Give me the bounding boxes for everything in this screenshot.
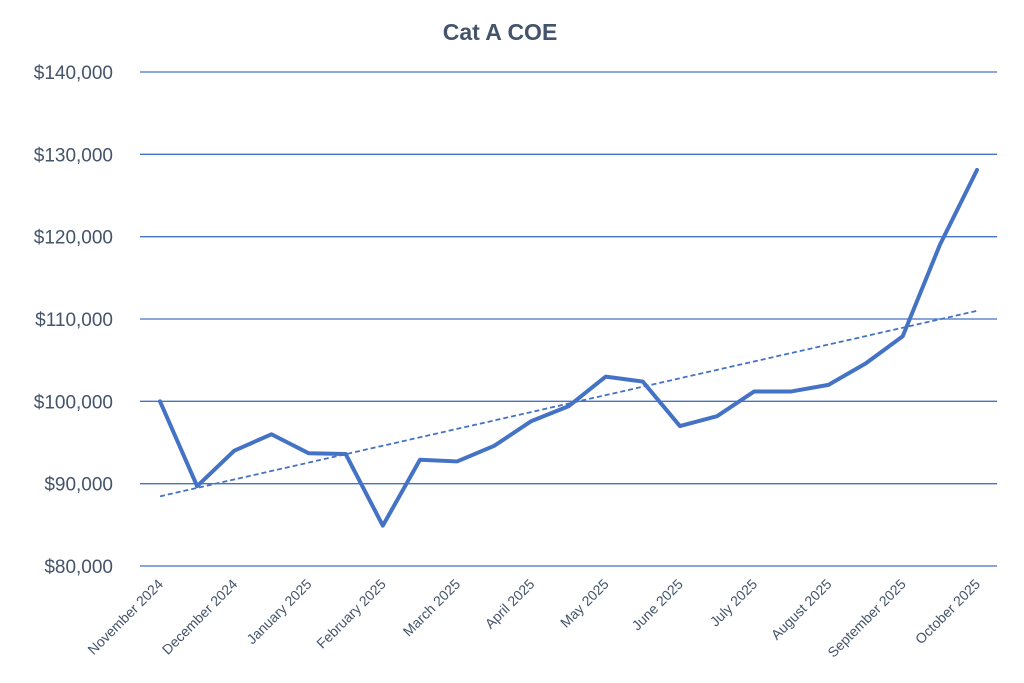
x-tick-label: June 2025 xyxy=(628,576,686,634)
y-tick-label: $140,000 xyxy=(34,63,113,84)
series-line xyxy=(158,167,979,528)
y-tick-label: $110,000 xyxy=(35,310,113,331)
x-tick-label: May 2025 xyxy=(557,576,612,631)
y-tick-label: $120,000 xyxy=(34,228,113,249)
y-tick-label: $130,000 xyxy=(34,145,113,166)
trendline xyxy=(159,309,978,498)
x-tick-label: September 2025 xyxy=(824,576,909,661)
y-tick-label: $100,000 xyxy=(34,392,113,413)
y-tick-label: $90,000 xyxy=(44,475,113,496)
chart-title: Cat A COE xyxy=(443,19,558,45)
x-tick-label: August 2025 xyxy=(768,576,835,643)
x-tick-label: February 2025 xyxy=(313,576,389,652)
x-tick-label: July 2025 xyxy=(707,576,761,630)
x-tick-label: October 2025 xyxy=(912,576,983,647)
x-tick-label: April 2025 xyxy=(482,576,538,632)
x-tick-label: March 2025 xyxy=(400,576,464,640)
x-tick-label: January 2025 xyxy=(243,576,314,647)
x-tick-label: November 2024 xyxy=(84,576,166,658)
y-tick-label: $80,000 xyxy=(44,557,113,578)
x-tick-label: December 2024 xyxy=(159,576,241,658)
